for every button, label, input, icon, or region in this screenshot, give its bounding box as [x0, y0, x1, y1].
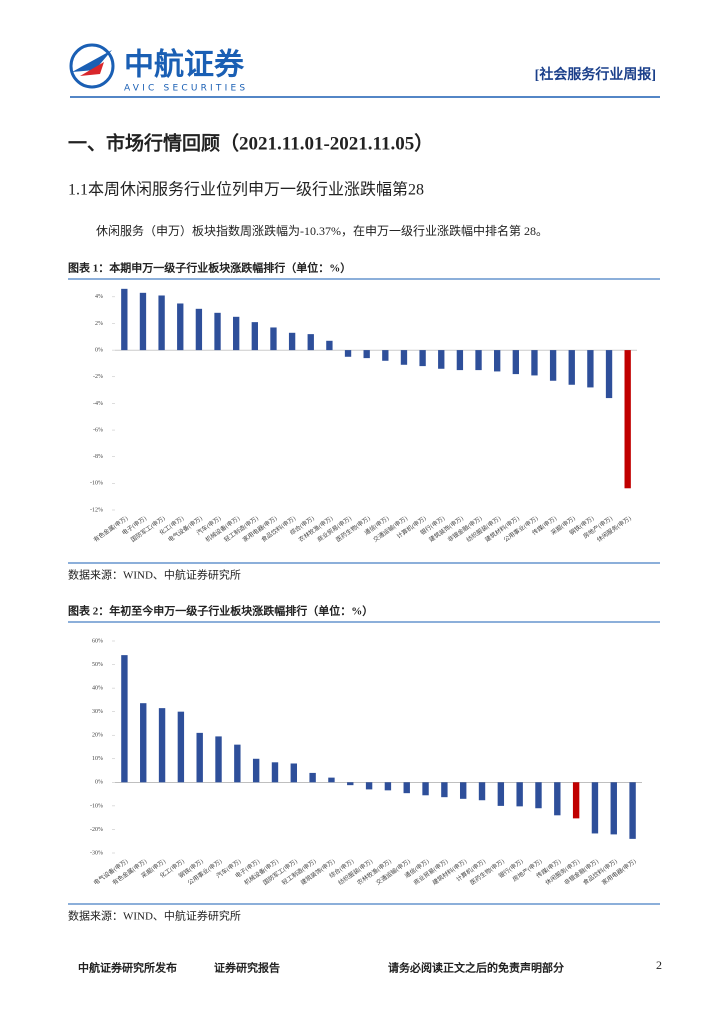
- y-tick-label: 30%: [92, 709, 103, 715]
- bar: [252, 758, 260, 783]
- bar: [328, 777, 335, 783]
- y-tick-label: -12%: [90, 507, 103, 513]
- bar: [403, 782, 410, 794]
- bar: [624, 350, 631, 489]
- y-tick-label: 0%: [95, 347, 103, 353]
- bar: [271, 762, 279, 783]
- bar: [290, 763, 298, 783]
- y-tick-label: 50%: [92, 662, 103, 668]
- chart-source: 数据来源：WIND、中航证券研究所: [68, 568, 241, 582]
- bar: [382, 350, 389, 361]
- bar: [549, 350, 557, 381]
- bar: [158, 708, 166, 783]
- bar: [215, 736, 222, 783]
- bar: [344, 350, 352, 357]
- bar: [233, 316, 240, 351]
- y-tick-label: 4%: [95, 294, 103, 300]
- bar: [326, 340, 333, 351]
- bar: [422, 782, 429, 796]
- y-tick-label: 10%: [92, 756, 103, 762]
- bar: [307, 334, 314, 351]
- bar: [384, 782, 392, 791]
- bar: [121, 655, 128, 783]
- y-tick-label: -2%: [93, 374, 103, 380]
- bar: [347, 782, 354, 786]
- bar: [288, 332, 296, 351]
- bar: [459, 782, 467, 799]
- bar: [177, 303, 184, 351]
- footer-left: 中航证券研究所发布: [78, 961, 177, 975]
- bar: [158, 295, 165, 351]
- report-tag: [社会服务行业周报]: [535, 66, 656, 83]
- bar: [512, 350, 519, 375]
- logo: [69, 43, 115, 89]
- bar: [121, 288, 128, 351]
- section-subtitle: 1.1本周休闲服务行业位列申万一级行业涨跌幅第28: [68, 181, 424, 199]
- y-tick-label: -6%: [93, 427, 103, 433]
- page-number: 2: [656, 958, 662, 972]
- bar: [438, 350, 445, 369]
- bar: [177, 711, 185, 783]
- bar: [270, 327, 277, 351]
- section-title: 一、市场行情回顾（2021.11.01-2021.11.05）: [68, 131, 433, 154]
- bar: [587, 350, 594, 388]
- bar: [400, 350, 408, 365]
- bar: [309, 772, 316, 783]
- footer-right: 请务必阅读正文之后的免责声明部分: [388, 961, 564, 975]
- footer-middle: 证券研究报告: [214, 961, 280, 975]
- y-tick-label: -20%: [90, 827, 103, 833]
- company-name-en: AVIC SECURITIES: [124, 84, 248, 94]
- chart-source: 数据来源：WIND、中航证券研究所: [68, 909, 241, 923]
- bar: [234, 744, 241, 783]
- y-tick-label: 0%: [95, 780, 103, 786]
- bar: [140, 703, 147, 783]
- bar: [196, 732, 203, 783]
- bar: [214, 312, 221, 351]
- bar: [494, 350, 501, 372]
- bar: [572, 782, 580, 819]
- bar: [419, 350, 426, 367]
- bar: [365, 782, 373, 790]
- y-tick-label: 2%: [95, 321, 103, 327]
- y-tick-label: -10%: [90, 481, 103, 487]
- chart-title: 图表 2：年初至今申万一级子行业板块涨跌幅排行（单位：%）: [68, 604, 373, 618]
- y-tick-label: 40%: [92, 685, 103, 691]
- y-tick-label: -10%: [90, 803, 103, 809]
- bar: [535, 782, 542, 809]
- bar: [195, 308, 203, 351]
- y-tick-label: 20%: [92, 733, 103, 739]
- y-tick-label: -8%: [93, 454, 103, 460]
- bar: [610, 782, 617, 835]
- bar: [475, 350, 482, 371]
- x-tick-label: 电气设备(申万): [92, 857, 129, 886]
- chart-title: 图表 1：本期申万一级子行业板块涨跌幅排行（单位：%）: [68, 261, 351, 275]
- bar: [554, 782, 561, 816]
- bar: [591, 782, 599, 834]
- bar: [456, 350, 464, 371]
- bar: [531, 350, 538, 376]
- bar: [478, 782, 486, 801]
- bar: [139, 292, 147, 351]
- bar: [568, 350, 575, 385]
- bar: [441, 782, 448, 798]
- bar: [516, 782, 523, 807]
- bar: [363, 350, 370, 359]
- x-tick-label: 有色金属(申万): [92, 514, 129, 543]
- bar: [251, 322, 258, 351]
- bar: [497, 782, 505, 806]
- y-tick-label: -30%: [90, 850, 103, 856]
- y-tick-label: 60%: [92, 638, 103, 644]
- company-name: 中航证券: [124, 48, 245, 83]
- bar: [605, 350, 613, 399]
- y-tick-label: -4%: [93, 401, 103, 407]
- paragraph: 休闲服务（申万）板块指数周涨跌幅为-10.37%，在申万一级行业涨跌幅中排名第 …: [96, 223, 548, 238]
- bar: [629, 782, 636, 839]
